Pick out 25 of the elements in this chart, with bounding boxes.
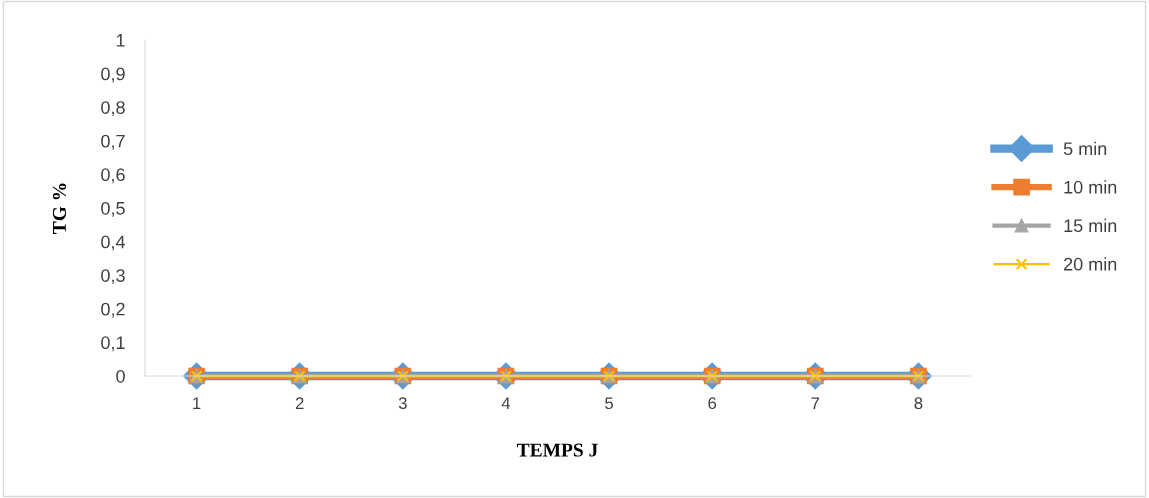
legend-label: 10 min — [1064, 180, 1117, 194]
y-tick-label: 0 — [116, 369, 125, 383]
legend-label: 15 min — [1064, 218, 1117, 233]
x-tick-label: 7 — [811, 397, 820, 409]
x-tick-label: 5 — [605, 397, 613, 410]
x-tick-label: 8 — [914, 397, 923, 410]
y-tick-label: 0,3 — [101, 269, 125, 285]
y-tick-label: 0,7 — [101, 134, 125, 150]
y-tick-label: 0,2 — [101, 302, 125, 318]
legend-label: 5 min — [1063, 141, 1107, 156]
y-tick-label: 0,8 — [101, 101, 125, 117]
y-tick-label: 0,4 — [101, 235, 126, 251]
x-tick-label: 1 — [193, 397, 201, 409]
x-tick-label: 2 — [295, 397, 304, 409]
y-tick-label: 0,9 — [101, 67, 125, 83]
x-axis-title: TEMPS J — [517, 443, 598, 457]
x-tick-label: 6 — [708, 397, 717, 410]
legend-label: 20 min — [1064, 257, 1117, 271]
y-tick-label: 0,6 — [101, 168, 125, 184]
y-tick-label: 0,5 — [101, 201, 125, 217]
y-axis-title: TG % — [52, 183, 67, 234]
x-tick-label: 4 — [501, 397, 511, 409]
x-tick-label: 3 — [398, 397, 407, 410]
y-tick-label: 1 — [116, 34, 125, 47]
y-tick-label: 0,1 — [101, 336, 125, 352]
